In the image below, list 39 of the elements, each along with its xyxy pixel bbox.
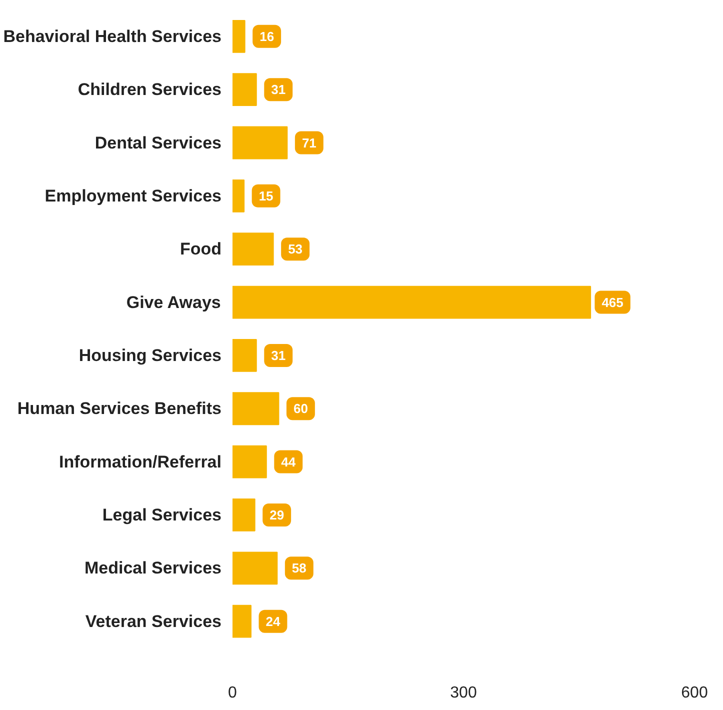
data-label: 29 [270,507,284,522]
bar [232,339,257,372]
y-tick-label: Employment Services [44,186,222,206]
bar [232,498,256,532]
data-label: 24 [266,614,281,629]
y-tick-label: Housing Services [78,346,222,365]
bar [232,73,257,106]
y-tick-label: Children Services [78,80,222,100]
bar [232,20,246,53]
data-label: 60 [293,401,308,416]
data-label: 31 [271,348,286,363]
data-label: 71 [302,135,316,150]
bar [232,604,252,638]
data-label: 31 [271,82,286,98]
y-tick-label: Food [180,240,222,259]
bar [232,445,267,478]
data-label: 44 [281,454,296,470]
bar [232,232,274,266]
bar [232,392,280,426]
data-label: 15 [258,188,274,204]
x-tick-label: 600 [681,684,708,702]
bar [232,552,278,585]
bar [232,179,245,212]
data-label: 16 [260,28,274,44]
data-label: 465 [602,294,624,310]
data-label: 53 [288,242,303,257]
y-tick-label: Give Aways [126,292,221,312]
y-tick-label: Veteran Services [85,612,222,631]
y-tick-label: Legal Services [102,505,222,524]
bar [232,126,288,160]
y-tick-label: Human Services Benefits [17,399,222,418]
data-label: 58 [292,560,306,576]
y-tick-label: Behavioral Health Services [3,26,222,46]
bar [232,286,592,319]
x-tick-label: 0 [228,684,238,702]
x-tick-label: 300 [450,684,477,702]
y-tick-label: Dental Services [94,133,222,152]
y-tick-label: Medical Services [84,558,222,578]
y-tick-label: Information/Referral [59,452,222,472]
